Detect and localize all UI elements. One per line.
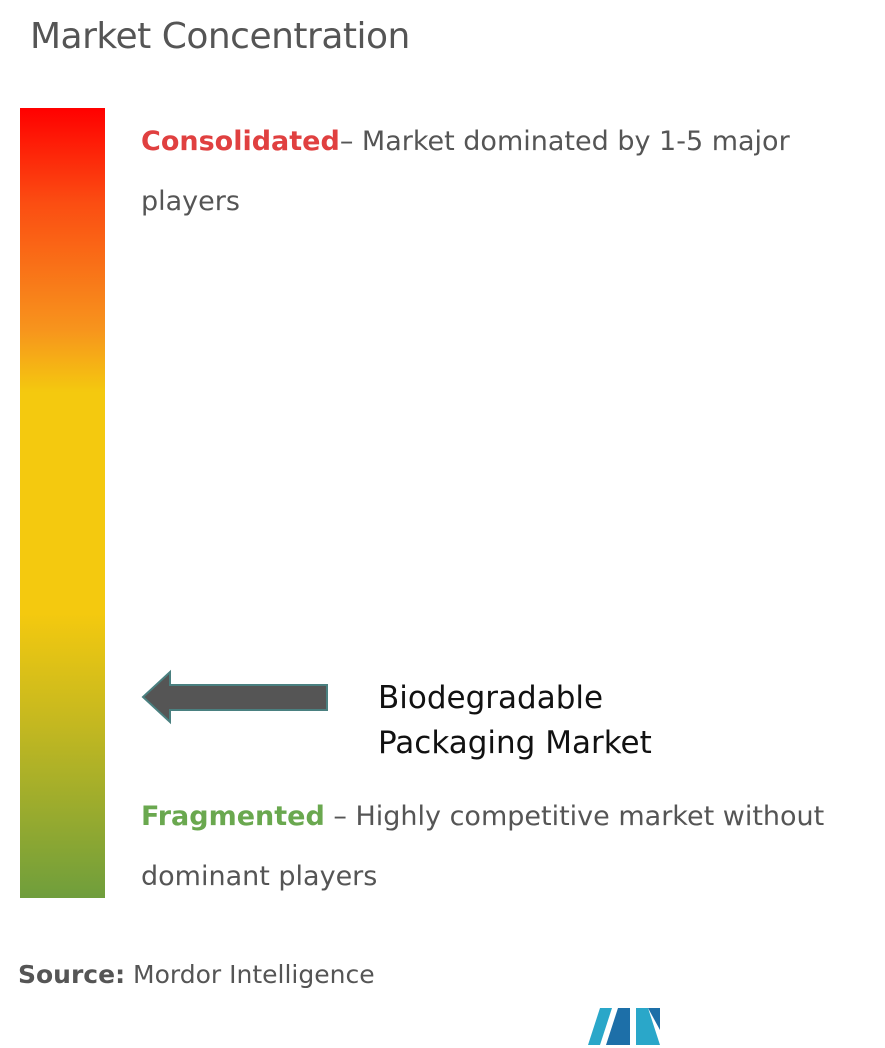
title: Market Concentration: [30, 16, 410, 57]
source-name: Mordor Intelligence: [133, 960, 375, 989]
fragmented-text: Fragmented – Highly competitive market w…: [141, 787, 841, 907]
fragmented-description: – Highly competitive market without domi…: [141, 801, 825, 892]
consolidated-text: Consolidated– Market dominated by 1-5 ma…: [141, 112, 841, 232]
market-label: Biodegradable Packaging Market: [378, 676, 652, 766]
concentration-gradient-bar: [20, 108, 105, 898]
market-label-line: Biodegradable: [378, 680, 604, 716]
fragmented-label: Fragmented: [141, 801, 325, 832]
consolidated-description: – Market dominated by 1-5 major players: [141, 126, 790, 217]
consolidated-label: Consolidated: [141, 126, 340, 157]
source: Source: Mordor Intelligence: [18, 960, 375, 989]
market-label-line: Packaging Market: [378, 725, 652, 761]
marker-arrow: [141, 669, 328, 725]
source-label: Source:: [18, 960, 126, 989]
logo: [588, 1008, 660, 1045]
